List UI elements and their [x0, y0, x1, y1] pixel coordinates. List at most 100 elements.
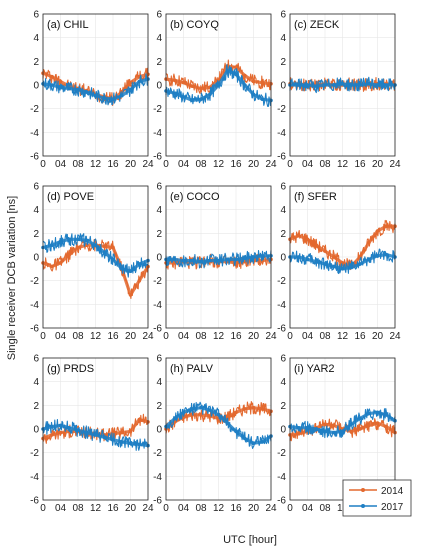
- axes-box: [42, 13, 149, 157]
- point-2017: [340, 267, 345, 271]
- point-2014: [243, 407, 247, 411]
- point-2014: [128, 429, 133, 434]
- y-tick-label: -4: [277, 472, 286, 483]
- y-tick-label: -6: [153, 324, 162, 335]
- point-2017: [216, 413, 221, 417]
- point-2017: [173, 416, 177, 421]
- point-2017: [314, 427, 319, 431]
- x-tick-label: 24: [389, 331, 401, 342]
- legend: 2014 2017: [342, 479, 412, 517]
- y-tick-label: 2: [33, 229, 39, 240]
- x-tick-label: 0: [287, 503, 293, 514]
- y-tick-label: 4: [33, 33, 39, 44]
- x-tick-label: 16: [230, 159, 242, 170]
- y-tick-label: -2: [277, 448, 286, 459]
- point-2017: [85, 90, 89, 94]
- x-tick-label: 16: [354, 159, 366, 170]
- x-tick-label: 08: [72, 159, 84, 170]
- point-2017: [234, 429, 238, 434]
- point-2017: [173, 257, 177, 262]
- point-2014: [58, 430, 63, 435]
- y-tick-label: 6: [33, 10, 39, 21]
- x-tick-label: 12: [213, 503, 225, 514]
- y-tick-label: 4: [33, 377, 39, 388]
- y-tick-label: 4: [33, 205, 39, 216]
- point-2017: [208, 258, 212, 263]
- point-2017: [120, 93, 124, 98]
- y-tick-label: 2: [33, 401, 39, 412]
- panel-title: (h) PALV: [170, 363, 214, 375]
- point-2017: [208, 408, 212, 412]
- legend-label-2014: 2014: [381, 486, 404, 497]
- point-2014: [234, 410, 238, 415]
- point-2014: [251, 405, 256, 410]
- point-2017: [76, 87, 80, 92]
- point-2017: [384, 83, 389, 87]
- y-tick-label: -2: [277, 276, 286, 287]
- axes-box: [289, 185, 396, 329]
- point-2017: [260, 97, 265, 101]
- point-2017: [375, 254, 380, 258]
- point-2017: [358, 83, 362, 87]
- point-2014: [323, 249, 327, 253]
- x-tick-label: 16: [107, 159, 119, 170]
- y-tick-label: 6: [280, 354, 286, 365]
- panel-title: (c) ZECK: [294, 19, 340, 31]
- x-tick-label: 08: [72, 331, 84, 342]
- point-2017: [102, 96, 107, 100]
- y-tick-label: 6: [156, 10, 162, 21]
- point-2017: [349, 83, 354, 87]
- point-2017: [260, 440, 265, 444]
- point-2017: [260, 254, 265, 258]
- x-tick-label: 0: [163, 331, 169, 342]
- y-tick-label: 0: [33, 425, 39, 436]
- x-tick-label: 04: [302, 503, 314, 514]
- point-2017: [297, 83, 301, 87]
- x-tick-label: 16: [354, 331, 366, 342]
- x-tick-label: 24: [389, 159, 401, 170]
- point-2014: [349, 429, 354, 434]
- x-tick-label: 08: [72, 503, 84, 514]
- point-2014: [58, 261, 63, 265]
- x-tick-label: 12: [213, 331, 225, 342]
- point-2014: [181, 415, 186, 420]
- y-tick-label: 6: [33, 354, 39, 365]
- y-tick-label: 0: [156, 253, 162, 264]
- x-tick-label: 12: [90, 503, 102, 514]
- point-2017: [190, 98, 195, 103]
- point-2014: [243, 73, 247, 78]
- y-tick-label: -4: [277, 300, 286, 311]
- y-tick-label: -6: [30, 324, 39, 335]
- x-tick-label: 24: [265, 503, 277, 514]
- point-2017: [323, 429, 327, 434]
- x-tick-label: 24: [265, 331, 277, 342]
- point-2017: [332, 264, 336, 269]
- y-tick-label: 0: [156, 81, 162, 92]
- x-tick-label: 04: [178, 331, 190, 342]
- y-tick-label: 2: [33, 57, 39, 68]
- point-2017: [102, 435, 107, 440]
- y-tick-label: -2: [30, 104, 39, 115]
- x-tick-label: 08: [195, 331, 207, 342]
- panel-title: (a) CHIL: [47, 19, 89, 31]
- point-2014: [332, 423, 336, 428]
- point-2017: [181, 410, 186, 415]
- x-tick-label: 0: [287, 159, 293, 170]
- y-tick-label: 0: [156, 425, 162, 436]
- point-2017: [76, 428, 80, 433]
- y-tick-label: -4: [277, 128, 286, 139]
- x-tick-label: 12: [337, 159, 349, 170]
- point-2017: [93, 93, 98, 98]
- point-2014: [358, 427, 362, 431]
- point-2017: [190, 407, 195, 411]
- x-tick-label: 24: [142, 503, 154, 514]
- axes-box: [289, 357, 396, 501]
- point-2017: [93, 243, 98, 247]
- point-2017: [111, 257, 115, 262]
- x-tick-label: 24: [142, 159, 154, 170]
- x-tick-label: 08: [319, 503, 331, 514]
